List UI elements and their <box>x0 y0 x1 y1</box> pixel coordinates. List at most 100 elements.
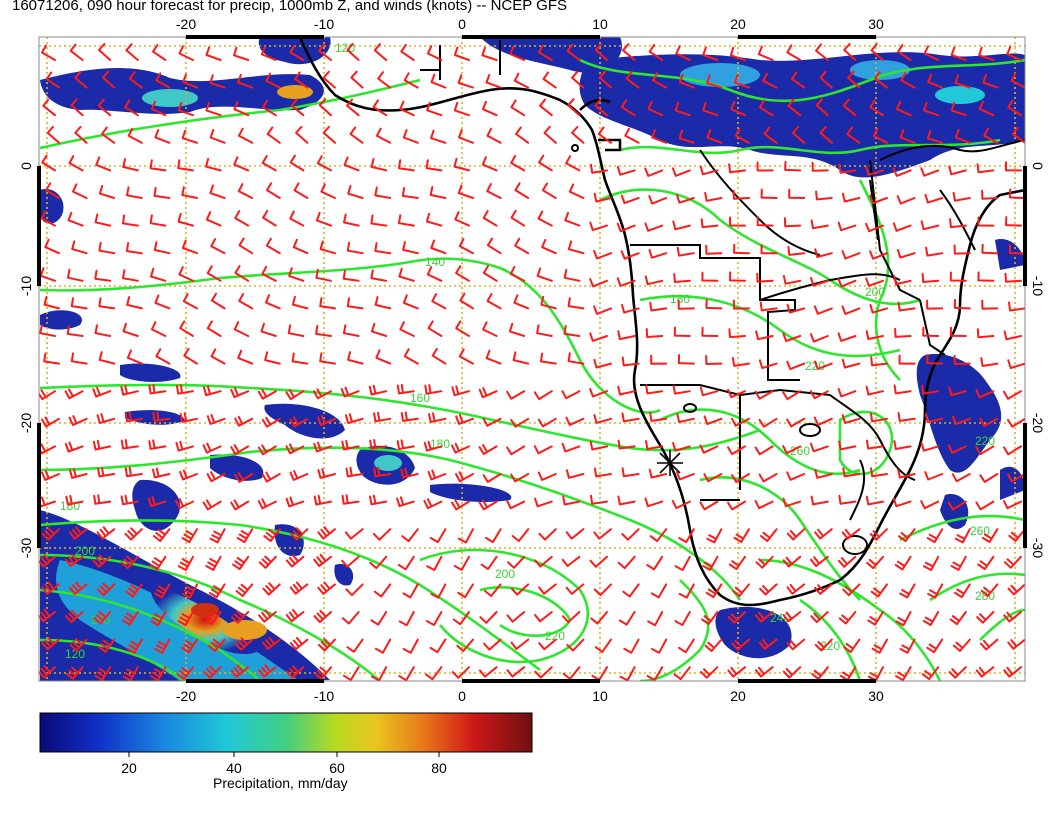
wind-barb <box>507 555 526 569</box>
wind-barb <box>98 185 116 199</box>
wind-barb <box>481 46 498 61</box>
wind-barb <box>975 445 995 456</box>
wind-barb <box>479 611 498 624</box>
wind-barb <box>234 637 254 651</box>
wind-barb <box>295 125 309 144</box>
wind-barb <box>976 163 995 174</box>
wind-barb <box>589 555 608 568</box>
wind-barb <box>429 186 447 199</box>
wind-barb <box>754 445 774 456</box>
wind-barb <box>534 611 553 623</box>
wind-barb <box>731 473 750 483</box>
lon-tick: 10 <box>592 16 608 32</box>
wind-barb <box>813 416 833 426</box>
wind-barb <box>869 303 888 314</box>
wind-barb <box>538 154 553 172</box>
lon-tick: 0 <box>458 16 466 32</box>
wind-barb <box>350 70 364 89</box>
wind-barb <box>402 294 419 310</box>
wind-barb <box>898 354 916 365</box>
wind-barb <box>620 99 636 117</box>
wind-barb <box>842 583 861 597</box>
wind-barb <box>314 666 332 680</box>
wind-barb <box>375 349 392 365</box>
wind-barb <box>760 528 778 542</box>
wind-barb <box>285 496 305 508</box>
wind-barb <box>453 101 470 117</box>
wind-barb <box>238 293 254 310</box>
wind-barb <box>485 349 502 365</box>
lat-ticks-right: 0 -10 -20 -30 <box>1030 162 1046 558</box>
wind-barb <box>483 638 502 651</box>
wind-barb <box>565 416 585 426</box>
wind-barb <box>754 390 774 400</box>
wind-barb <box>622 43 636 61</box>
wind-barb <box>565 583 585 595</box>
wind-barb <box>510 638 530 650</box>
wind-barb <box>177 555 194 571</box>
wind-barb <box>458 348 474 365</box>
wind-barb <box>261 155 277 172</box>
wind-barb <box>373 466 392 478</box>
wind-barb <box>291 295 309 310</box>
wind-barb <box>70 297 88 310</box>
wind-barb <box>675 45 691 61</box>
wind-barb <box>900 72 916 89</box>
wind-barb <box>1007 417 1025 428</box>
wind-barb <box>341 555 360 568</box>
wind-barb <box>699 444 719 454</box>
country-borders <box>420 40 1025 521</box>
wind-barb <box>593 305 612 315</box>
wind-barb <box>566 638 585 652</box>
wind-barb <box>649 412 668 422</box>
wind-barb <box>455 414 474 425</box>
wind-barb <box>676 413 695 423</box>
wind-barb <box>65 609 84 623</box>
wind-barb <box>894 555 912 571</box>
wind-barb <box>565 155 581 172</box>
wind-barb <box>97 98 112 117</box>
wind-barb <box>731 357 750 367</box>
wind-barb <box>124 99 139 117</box>
wind-barb <box>733 73 750 89</box>
wind-barb <box>728 555 746 571</box>
wind-barb <box>567 297 585 310</box>
wind-barb <box>45 182 60 199</box>
wind-barb <box>317 415 336 426</box>
wind-barb <box>869 250 888 260</box>
wind-barb <box>481 100 498 117</box>
wind-barb <box>483 583 502 597</box>
wind-barb <box>1011 126 1025 144</box>
lon-tick: 0 <box>458 688 466 704</box>
wind-barb <box>537 471 557 481</box>
wind-barb <box>810 442 829 453</box>
wind-barb <box>369 555 388 570</box>
wind-barb <box>294 71 309 89</box>
wind-barb <box>40 210 56 227</box>
wind-barb <box>178 266 194 282</box>
wind-barb <box>810 219 829 230</box>
wind-barb <box>510 99 526 117</box>
wind-barb <box>920 167 940 177</box>
contour-label: 260 <box>790 444 810 458</box>
wind-barb <box>926 354 944 365</box>
wind-barb <box>66 325 84 337</box>
wind-barb <box>426 555 443 571</box>
wind-barb <box>374 242 392 255</box>
lon-tick: -10 <box>314 688 334 704</box>
wind-barb <box>899 583 916 599</box>
wind-barb <box>260 45 277 61</box>
lat-tick: -10 <box>1030 276 1046 296</box>
wind-barb <box>340 386 360 398</box>
wind-barb <box>782 332 802 342</box>
wind-barb <box>122 322 139 337</box>
wind-barb <box>426 212 443 227</box>
wind-barb <box>1003 390 1022 400</box>
wind-barb <box>728 163 746 174</box>
wind-barb <box>814 638 833 652</box>
wind-barb <box>699 165 719 176</box>
wind-barb <box>621 528 640 541</box>
wind-barb <box>646 555 664 571</box>
wind-barb <box>619 666 636 681</box>
wind-barb <box>292 238 309 255</box>
